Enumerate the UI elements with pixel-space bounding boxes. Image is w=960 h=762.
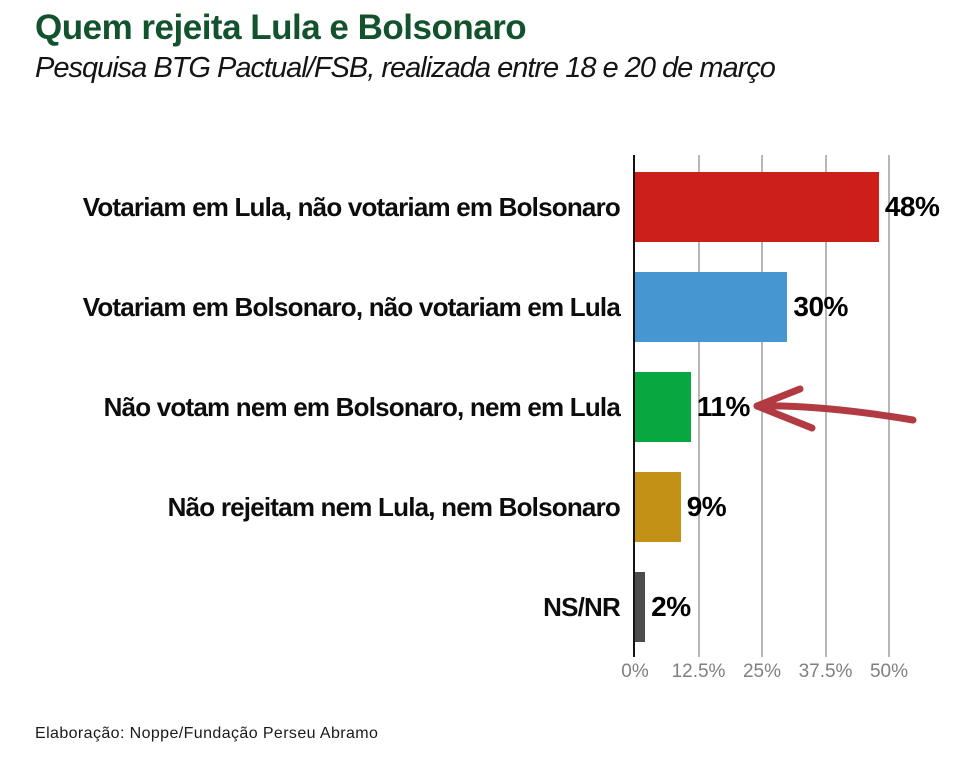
x-tick-label: 50% [869,661,909,682]
horizontal-bar-chart: 0% 12.5% 25% 37.5% 50% Votariam em Lula, não… [0,155,960,695]
category-label: NS/NR [543,591,621,622]
category-label: Não rejeitam nem Lula, nem Bolsonaro [167,491,621,522]
bar [635,372,691,442]
bar-row: Não votam nem em Bolsonaro, nem em Lula … [0,357,960,457]
value-label: 9% [686,491,727,522]
value-label: 11% [696,391,751,422]
bar [635,272,788,342]
bar-row: Votariam em Bolsonaro, não votariam em L… [0,257,960,357]
value-label: 48% [884,191,940,222]
category-label: Votariam em Lula, não votariam em Bolson… [82,191,621,222]
x-tick-label: 37.5% [798,661,853,682]
bar [635,472,681,542]
page-title: Quem rejeita Lula e Bolsonaro [35,8,527,47]
hand-drawn-arrow-icon [753,385,917,432]
value-label: 30% [793,291,848,322]
gridline [697,155,700,657]
gridline [888,155,890,657]
bar-row: Votariam em Lula, não votariam em Bolson… [0,157,960,257]
category-label: Votariam em Bolsonaro, não votariam em L… [82,291,621,322]
bar-row: Não rejeitam nem Lula, nem Bolsonaro 9% [0,457,960,557]
y-axis-line [633,155,635,657]
page-subtitle: Pesquisa BTG Pactual/FSB, realizada entr… [35,52,776,84]
bar-rows: Votariam em Lula, não votariam em Bolson… [0,157,960,657]
source-credit: Elaboração: Noppe/Fundação Perseu Abramo [35,725,379,742]
x-tick-label: 25% [742,661,782,682]
x-tick-label: 0% [621,661,649,682]
bar-row: NS/NR 2% [0,557,960,657]
bar [635,172,879,242]
category-label: Não votam nem em Bolsonaro, nem em Lula [103,391,621,422]
value-label: 2% [651,591,691,622]
bar [635,572,646,642]
x-tick-label: 12.5% [671,661,726,682]
